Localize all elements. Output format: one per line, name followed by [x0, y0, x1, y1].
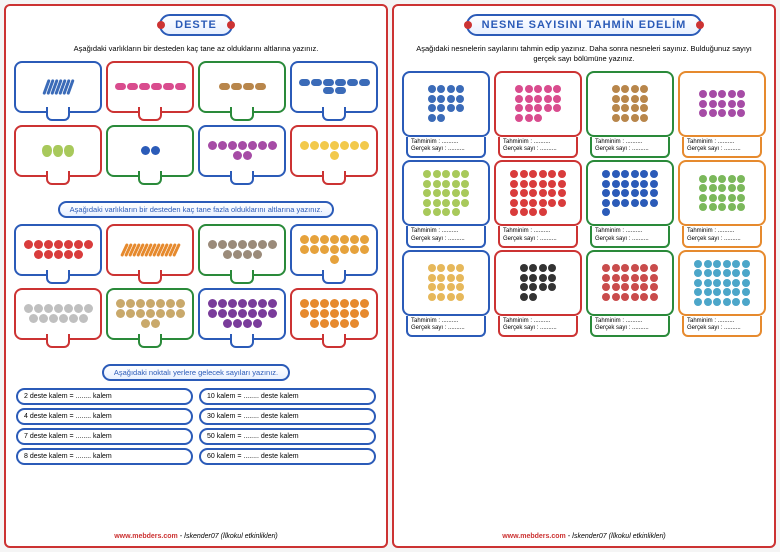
- estimate-cell: Tahminim : ..........Gerçek sayı : .....…: [678, 160, 766, 248]
- answer-tab[interactable]: [322, 171, 346, 185]
- object-cell: [14, 224, 102, 276]
- estimate-cell: Tahminim : ..........Gerçek sayı : .....…: [494, 71, 582, 159]
- answer-tab[interactable]: [230, 334, 254, 348]
- fill-blank[interactable]: 30 kalem = ........ deste kalem: [199, 408, 376, 425]
- title-left: DESTE: [175, 19, 217, 31]
- estimate-fields[interactable]: Tahminim : ..........Gerçek sayı : .....…: [682, 137, 762, 159]
- object-cell: [14, 61, 102, 113]
- estimate-cell: Tahminim : ..........Gerçek sayı : .....…: [402, 250, 490, 338]
- page-tahmin: NESNE SAYISINI TAHMİN EDELİM Aşağıdaki n…: [392, 4, 776, 548]
- object-cell: [290, 224, 378, 276]
- fill-blank[interactable]: 7 deste kalem = ........ kalem: [16, 428, 193, 445]
- fill-blank[interactable]: 4 deste kalem = ........ kalem: [16, 408, 193, 425]
- object-cell: [290, 288, 378, 340]
- object-cell: [290, 125, 378, 177]
- title-right: NESNE SAYISINI TAHMİN EDELİM: [482, 19, 687, 31]
- object-cell: [198, 125, 286, 177]
- estimate-fields[interactable]: Tahminim : ..........Gerçek sayı : .....…: [406, 137, 486, 159]
- object-cell: [106, 224, 194, 276]
- estimate-fields[interactable]: Tahminim : ..........Gerçek sayı : .....…: [590, 137, 670, 159]
- estimate-fields[interactable]: Tahminim : ..........Gerçek sayı : .....…: [590, 316, 670, 338]
- page-deste: DESTE Aşağıdaki varlıkların bir desteden…: [4, 4, 388, 548]
- object-cell: [198, 288, 286, 340]
- answer-tab[interactable]: [322, 270, 346, 284]
- object-cell: [106, 288, 194, 340]
- footer-author: - İskender07 (İlkokul etkinlikleri): [180, 533, 278, 540]
- object-cell: [290, 61, 378, 113]
- estimate-fields[interactable]: Tahminim : ..........Gerçek sayı : .....…: [682, 316, 762, 338]
- answer-tab[interactable]: [138, 171, 162, 185]
- footer-site-r: www.mebders.com: [502, 533, 566, 540]
- estimate-fields[interactable]: Tahminim : ..........Gerçek sayı : .....…: [682, 226, 762, 248]
- instruction-2: Aşağıdaki varlıkların bir desteden kaç t…: [70, 205, 323, 214]
- footer-author-r: - İskender07 (İlkokul etkinlikleri): [568, 533, 666, 540]
- instruction-right: Aşağıdaki nesnelerin sayılarını tahmin e…: [404, 44, 764, 64]
- estimate-fields[interactable]: Tahminim : ..........Gerçek sayı : .....…: [498, 137, 578, 159]
- estimate-fields[interactable]: Tahminim : ..........Gerçek sayı : .....…: [590, 226, 670, 248]
- banner-instr3: Aşağıdaki noktalı yerlere gelecek sayıla…: [102, 364, 290, 381]
- answer-tab[interactable]: [230, 270, 254, 284]
- object-cell: [198, 224, 286, 276]
- object-cell: [106, 125, 194, 177]
- estimate-cell: Tahminim : ..........Gerçek sayı : .....…: [494, 160, 582, 248]
- answer-tab[interactable]: [46, 334, 70, 348]
- estimate-fields[interactable]: Tahminim : ..........Gerçek sayı : .....…: [406, 316, 486, 338]
- answer-tab[interactable]: [322, 107, 346, 121]
- object-cell: [14, 125, 102, 177]
- answer-tab[interactable]: [138, 107, 162, 121]
- object-cell: [198, 61, 286, 113]
- estimate-cell: Tahminim : ..........Gerçek sayı : .....…: [586, 250, 674, 338]
- fill-blank[interactable]: 50 kalem = ........ deste kalem: [199, 428, 376, 445]
- banner-instr2: Aşağıdaki varlıkların bir desteden kaç t…: [58, 201, 335, 218]
- answer-tab[interactable]: [46, 171, 70, 185]
- estimate-cell: Tahminim : ..........Gerçek sayı : .....…: [678, 250, 766, 338]
- instruction-1: Aşağıdaki varlıkların bir desteden kaç t…: [16, 44, 376, 54]
- fill-blank[interactable]: 8 deste kalem = ........ kalem: [16, 448, 193, 465]
- estimate-cell: Tahminim : ..........Gerçek sayı : .....…: [402, 160, 490, 248]
- answer-tab[interactable]: [230, 107, 254, 121]
- fill-blank[interactable]: 10 kalem = ........ deste kalem: [199, 388, 376, 405]
- answer-tab[interactable]: [46, 107, 70, 121]
- estimate-fields[interactable]: Tahminim : ..........Gerçek sayı : .....…: [498, 316, 578, 338]
- title-banner-right: NESNE SAYISINI TAHMİN EDELİM: [466, 14, 703, 36]
- object-cell: [106, 61, 194, 113]
- instruction-3: Aşağıdaki noktalı yerlere gelecek sayıla…: [114, 368, 278, 377]
- estimate-cell: Tahminim : ..........Gerçek sayı : .....…: [678, 71, 766, 159]
- footer-left: www.mebders.com - İskender07 (İlkokul et…: [12, 531, 380, 540]
- estimate-fields[interactable]: Tahminim : ..........Gerçek sayı : .....…: [498, 226, 578, 248]
- estimate-cell: Tahminim : ..........Gerçek sayı : .....…: [586, 160, 674, 248]
- estimate-cell: Tahminim : ..........Gerçek sayı : .....…: [586, 71, 674, 159]
- footer-right: www.mebders.com - İskender07 (İlkokul et…: [400, 531, 768, 540]
- estimate-cell: Tahminim : ..........Gerçek sayı : .....…: [402, 71, 490, 159]
- answer-tab[interactable]: [138, 334, 162, 348]
- estimate-cell: Tahminim : ..........Gerçek sayı : .....…: [494, 250, 582, 338]
- answer-tab[interactable]: [138, 270, 162, 284]
- estimate-fields[interactable]: Tahminim : ..........Gerçek sayı : .....…: [406, 226, 486, 248]
- answer-tab[interactable]: [322, 334, 346, 348]
- fill-blank[interactable]: 2 deste kalem = ........ kalem: [16, 388, 193, 405]
- title-banner-left: DESTE: [159, 14, 233, 36]
- answer-tab[interactable]: [230, 171, 254, 185]
- object-cell: [14, 288, 102, 340]
- answer-tab[interactable]: [46, 270, 70, 284]
- fill-blank[interactable]: 60 kalem = ........ deste kalem: [199, 448, 376, 465]
- footer-site: www.mebders.com: [114, 533, 178, 540]
